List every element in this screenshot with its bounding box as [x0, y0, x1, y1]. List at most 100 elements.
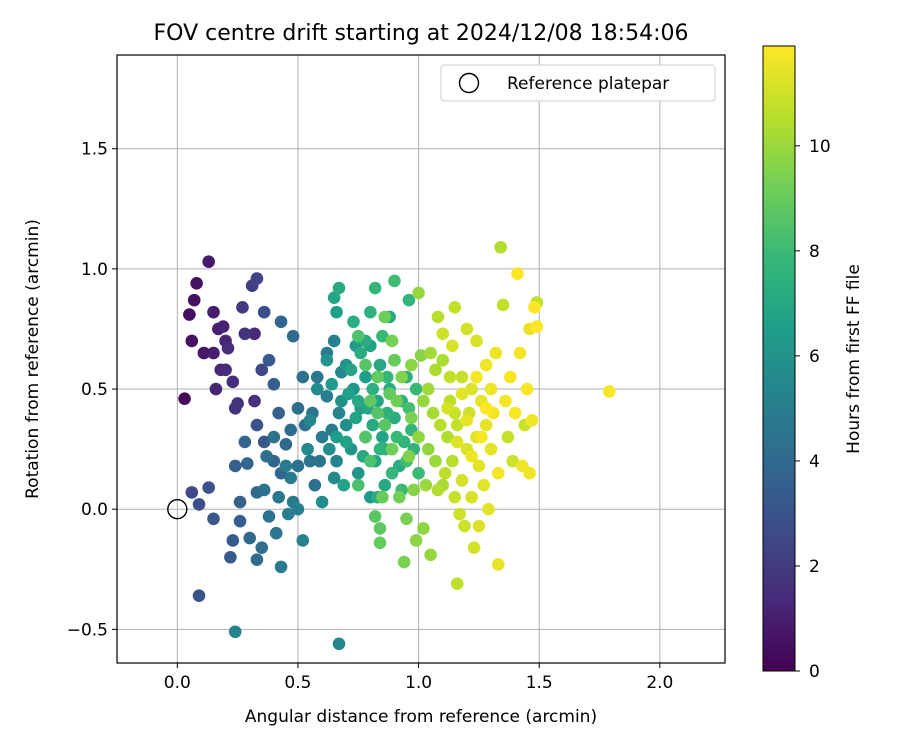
- data-point: [388, 274, 401, 288]
- data-point: [279, 438, 293, 451]
- data-point: [390, 394, 404, 408]
- data-point: [190, 277, 203, 290]
- data-point: [400, 512, 413, 526]
- data-point: [470, 334, 483, 348]
- data-point: [450, 435, 464, 449]
- colorbar-tick-label: 0: [809, 662, 820, 682]
- data-point: [378, 478, 392, 492]
- data-point: [219, 363, 232, 377]
- data-point: [511, 267, 524, 280]
- colorbar-ticks: 0 2 4 6 8 10: [795, 137, 831, 682]
- y-axis-ticks: −0.5 0.0 0.5 1.0 1.5: [67, 140, 117, 640]
- data-point: [269, 526, 283, 540]
- data-point: [484, 442, 498, 456]
- scatter-points: [178, 240, 616, 651]
- colorbar: 0 2 4 6 8 10 Hours from first FF file: [762, 45, 864, 682]
- data-point: [178, 392, 191, 405]
- data-point: [405, 358, 418, 372]
- data-point: [392, 490, 406, 504]
- data-point: [417, 394, 430, 408]
- x-tick-label: 0.0: [164, 673, 191, 693]
- data-point: [409, 382, 423, 396]
- data-point: [228, 459, 242, 473]
- data-point: [327, 334, 341, 348]
- data-point: [248, 394, 261, 408]
- data-point: [424, 548, 437, 562]
- data-point: [479, 358, 493, 372]
- data-point: [528, 301, 541, 314]
- data-point: [228, 625, 242, 639]
- data-point: [448, 301, 462, 314]
- data-point: [332, 637, 346, 651]
- data-point: [197, 346, 211, 360]
- data-point: [373, 536, 387, 550]
- data-point: [323, 442, 336, 456]
- data-point: [257, 435, 271, 449]
- data-point: [310, 382, 324, 396]
- colorbar-tick-label: 6: [809, 347, 820, 367]
- data-point: [501, 430, 515, 444]
- data-point: [525, 413, 539, 427]
- data-point: [371, 370, 384, 384]
- data-point: [470, 370, 483, 384]
- data-point: [296, 534, 310, 547]
- data-point: [185, 334, 199, 348]
- data-point: [351, 478, 365, 492]
- colorbar-tick-label: 8: [809, 242, 820, 262]
- y-tick-label: 1.0: [81, 260, 108, 280]
- data-point: [385, 442, 399, 456]
- plot-frame: [116, 54, 726, 664]
- data-point: [284, 471, 298, 485]
- data-point: [255, 363, 269, 377]
- data-point: [496, 298, 510, 312]
- data-point: [183, 308, 196, 321]
- data-point: [371, 406, 384, 420]
- data-point: [303, 413, 317, 427]
- data-point: [332, 281, 346, 295]
- data-point: [262, 353, 276, 367]
- data-point: [436, 327, 450, 341]
- data-point: [185, 486, 199, 499]
- data-point: [450, 418, 464, 432]
- data-point: [395, 370, 408, 384]
- data-point: [436, 353, 450, 367]
- data-point: [472, 519, 486, 533]
- data-point: [385, 466, 399, 480]
- data-point: [349, 411, 363, 425]
- data-point: [243, 531, 256, 545]
- y-tick-label: 1.5: [81, 140, 108, 160]
- colorbar-tick-label: 4: [809, 452, 820, 472]
- data-point: [397, 555, 411, 569]
- data-point: [366, 418, 380, 432]
- data-point: [192, 589, 206, 603]
- data-point: [202, 481, 215, 494]
- data-point: [426, 406, 440, 420]
- data-point: [330, 430, 343, 444]
- data-point: [187, 293, 201, 307]
- data-point: [373, 522, 387, 535]
- data-point: [508, 406, 522, 420]
- data-point: [458, 519, 471, 533]
- data-point: [284, 423, 298, 437]
- x-tick-label: 0.5: [284, 673, 311, 693]
- data-point: [388, 353, 401, 367]
- data-point: [339, 418, 353, 432]
- data-point: [233, 495, 247, 509]
- data-point: [221, 341, 235, 355]
- data-point: [373, 442, 387, 456]
- data-point: [224, 550, 237, 564]
- data-point: [315, 495, 329, 509]
- data-point: [342, 387, 355, 401]
- data-point: [209, 382, 223, 396]
- data-point: [472, 459, 486, 473]
- x-axis-label: Angular distance from reference (arcmin): [245, 707, 597, 727]
- data-point: [351, 466, 365, 480]
- data-point: [520, 382, 534, 396]
- x-tick-label: 2.0: [646, 673, 673, 693]
- data-point: [248, 327, 261, 341]
- y-tick-label: 0.0: [81, 500, 108, 520]
- data-point: [431, 483, 445, 497]
- data-point: [419, 478, 433, 492]
- data-point: [368, 281, 382, 295]
- data-point: [475, 430, 488, 444]
